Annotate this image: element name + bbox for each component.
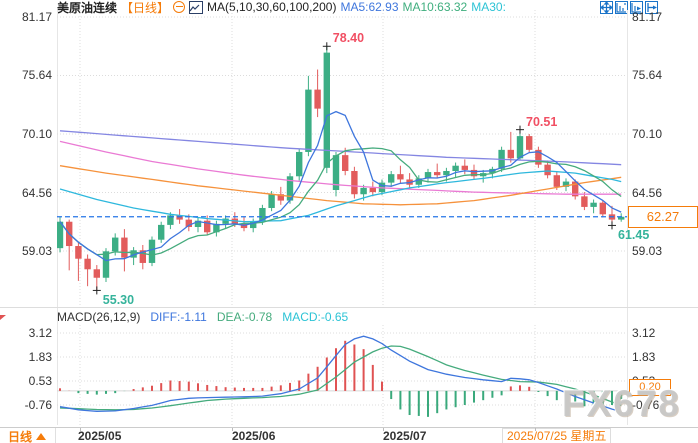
axis-tick bbox=[383, 428, 384, 431]
macd-value-label: MACD:-0.65 bbox=[282, 310, 349, 324]
month-tick-label: 2025/07 bbox=[383, 429, 427, 443]
low-price-annotation: 61.45 bbox=[618, 228, 650, 243]
ma10-value-label: MA10:63.32 bbox=[402, 0, 468, 14]
price-tick-label: 59.03 bbox=[21, 244, 52, 258]
macd-tick-label: 0.53 bbox=[28, 374, 52, 389]
symbol-name: 美原油连续 bbox=[57, 0, 118, 15]
period-selector[interactable]: 日线 bbox=[0, 428, 56, 443]
price-tick-label: 70.10 bbox=[632, 127, 663, 141]
price-grid bbox=[57, 10, 627, 308]
macd-tick-label: -0.76 bbox=[24, 398, 52, 412]
ma60-line bbox=[59, 165, 622, 206]
high-price-annotation: 78.40 bbox=[332, 31, 365, 46]
ma30-line bbox=[59, 170, 622, 223]
triangle-up-icon bbox=[36, 432, 47, 440]
axis-tick bbox=[535, 428, 536, 431]
price-tick-label: 81.17 bbox=[632, 10, 663, 24]
macd-tick-label: -0.76 bbox=[632, 398, 660, 412]
dea-line bbox=[59, 345, 622, 411]
macd-grid bbox=[57, 325, 627, 425]
price-tick-label: 64.56 bbox=[632, 185, 663, 200]
price-tick-label: 59.03 bbox=[632, 244, 663, 258]
price-pane[interactable] bbox=[57, 10, 627, 308]
move-icon[interactable] bbox=[600, 1, 613, 14]
macd-current-value-box: 0.20 bbox=[629, 379, 671, 397]
ma10-line bbox=[59, 147, 622, 256]
current-date-label: 2025/07/25 星期五 bbox=[502, 428, 612, 443]
watermark-logo: FX678 bbox=[562, 383, 682, 424]
macd-tick-label: 3.12 bbox=[28, 326, 52, 340]
price-tick-label: 75.64 bbox=[632, 68, 663, 83]
low-price-annotation: 55.30 bbox=[102, 293, 135, 308]
macd-header: MACD(26,12,9) DIFF:-1.11 DEA:-0.78 MACD:… bbox=[57, 310, 348, 324]
ma-lines bbox=[59, 110, 622, 262]
chart-toolbar bbox=[600, 1, 658, 14]
dea-value-label: DEA:-0.78 bbox=[216, 310, 273, 324]
axis-tick bbox=[232, 428, 233, 431]
macd-pane[interactable] bbox=[57, 325, 627, 425]
ma30-value-label: MA30: bbox=[471, 0, 506, 14]
jump-to-latest-icon[interactable] bbox=[645, 1, 658, 14]
macd-params-label: MACD(26,12,9) bbox=[57, 310, 141, 324]
period-tag: 【日线】 bbox=[121, 0, 170, 15]
month-tick-label: 2025/05 bbox=[78, 429, 122, 443]
pane-right-edge bbox=[627, 10, 628, 425]
macd-tick-label: 1.83 bbox=[28, 349, 52, 364]
ma5-line bbox=[59, 110, 622, 262]
time-axis-bar: 日线 2025/05 2025/06 2025/07 2025/07/25 星期五 bbox=[0, 427, 698, 443]
price-tick-label: 70.10 bbox=[21, 127, 52, 141]
chart-header: 美原油连续 【日线】 MA(5,10,30,60,100,200) MA5:62… bbox=[57, 0, 506, 15]
macd-tick-label: 1.83 bbox=[632, 349, 656, 364]
price-macd-divider bbox=[0, 307, 698, 308]
macd-tick-label: 3.12 bbox=[632, 326, 656, 340]
annotation-crosses bbox=[92, 42, 616, 295]
diff-line bbox=[59, 335, 622, 413]
pane-left-edge bbox=[57, 10, 58, 425]
high-price-annotation: 70.51 bbox=[526, 114, 558, 129]
axis-tick bbox=[80, 428, 81, 431]
diff-value-label: DIFF:-1.11 bbox=[150, 310, 207, 324]
scroll-right-icon[interactable] bbox=[630, 1, 643, 14]
price-tick-label: 75.64 bbox=[21, 68, 52, 83]
last-price-box: 62.27 bbox=[628, 205, 698, 228]
ma5-value-label: MA5:62.93 bbox=[340, 0, 399, 14]
month-tick-label: 2025/06 bbox=[232, 429, 276, 443]
ma100-line bbox=[59, 140, 622, 195]
chart-style-icon[interactable] bbox=[189, 0, 204, 14]
fit-chart-icon[interactable] bbox=[615, 1, 628, 14]
candles bbox=[57, 46, 625, 291]
period-label: 日线 bbox=[8, 429, 33, 443]
ma-params-label: MA(5,10,30,60,100,200) bbox=[207, 0, 337, 14]
price-tick-label: 81.17 bbox=[21, 10, 52, 24]
price-tick-label: 64.56 bbox=[21, 185, 52, 200]
ma200-line bbox=[59, 130, 622, 166]
zoom-out-circle-icon[interactable] bbox=[173, 1, 186, 13]
macd-histogram bbox=[59, 340, 623, 417]
macd-pane-marker bbox=[0, 315, 6, 320]
